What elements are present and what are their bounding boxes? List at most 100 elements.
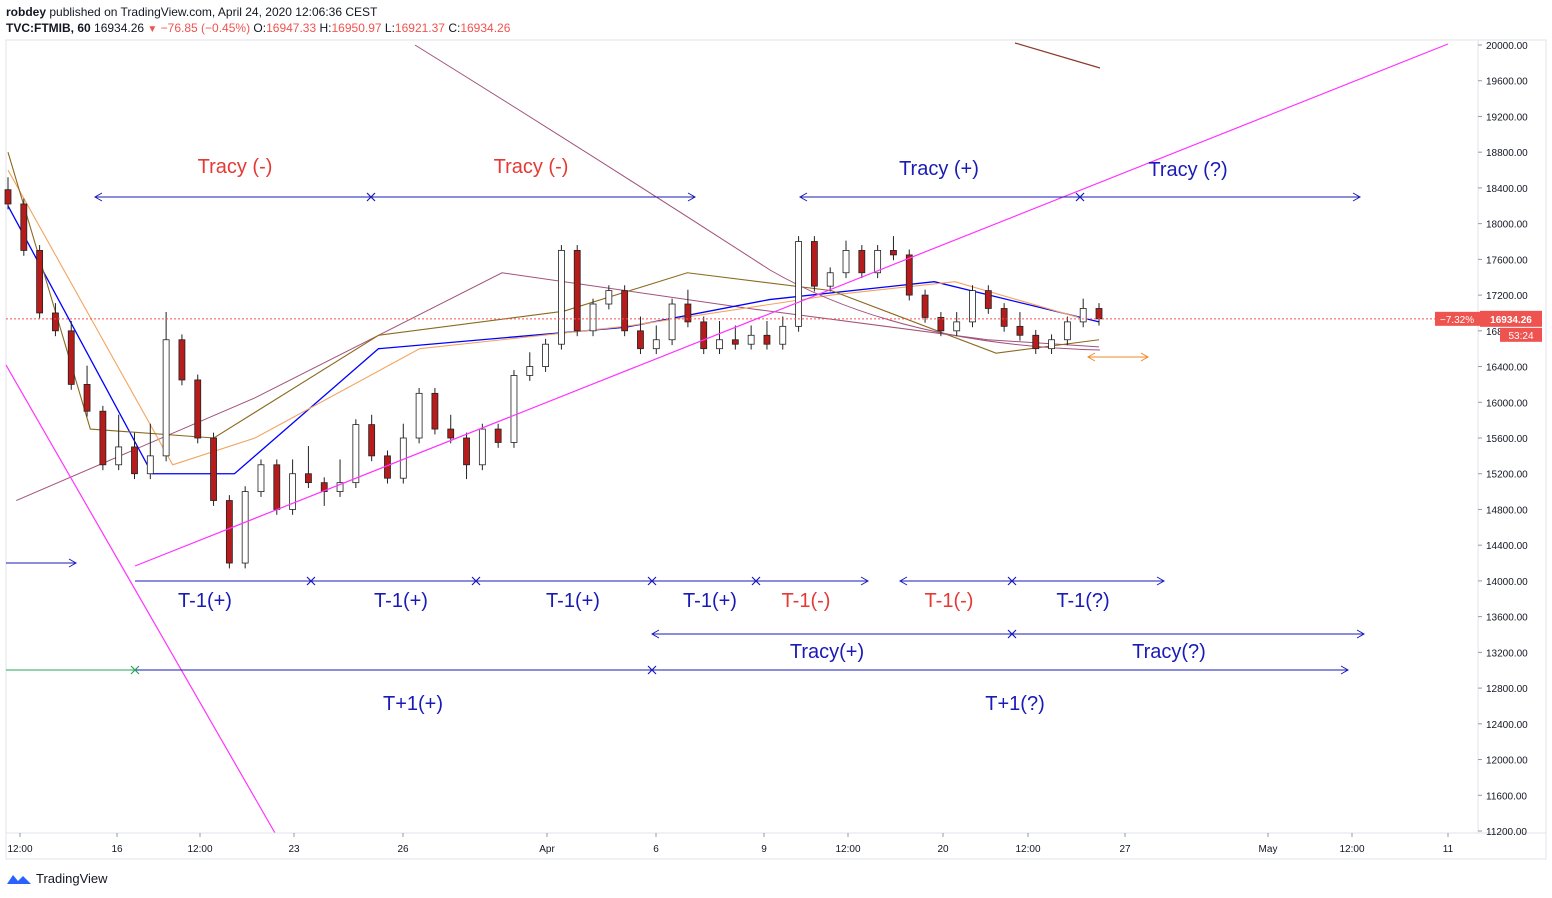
candle-body [494, 428, 502, 443]
countdown-badge-bg [1500, 327, 1542, 342]
y-tick-label: 20000.00 [1486, 41, 1528, 52]
y-tick-label: 13600.00 [1486, 613, 1528, 624]
candle-body [937, 317, 945, 332]
ma-dark-red-line [1014, 42, 1101, 69]
open-label: O: [253, 21, 267, 35]
candle-body [668, 303, 676, 341]
candle-body [637, 330, 644, 350]
candle-body [510, 375, 518, 443]
x-tick-label: Apr [539, 844, 555, 855]
y-tick-label: 12400.00 [1486, 720, 1528, 731]
down-arrow-icon: ▼ [147, 24, 158, 35]
ma-purple-line [16, 272, 1100, 501]
candle-body [890, 250, 897, 256]
y-tick-label: 19600.00 [1486, 77, 1528, 88]
y-tick-label: 12000.00 [1486, 756, 1528, 767]
y-tick-label: 19200.00 [1486, 112, 1528, 123]
candle-body [478, 428, 486, 466]
candle-body [415, 392, 423, 439]
candle-body [257, 464, 265, 492]
t-plus-1-arrow-head [1340, 665, 1350, 675]
candle-body [589, 303, 597, 332]
symbol-label[interactable]: TVC:FTMIB, 60 [6, 21, 91, 35]
candle-body [67, 330, 75, 385]
candle-body [273, 464, 281, 510]
time-scale [5, 832, 1547, 860]
price-badge-bg [1480, 310, 1542, 327]
candle-body [463, 437, 470, 466]
candle-body [1048, 339, 1055, 350]
tracy-top-left-arrow-tail [93, 192, 103, 202]
annotation-label: T-1(+) [374, 590, 428, 612]
candle-body [921, 294, 929, 318]
x-tick-label: 12:00 [187, 844, 212, 855]
candle-body [874, 250, 882, 274]
tracy-top-right-arrow-tail [798, 192, 808, 202]
close-value: 16934.26 [460, 21, 511, 35]
annotation-label: Tracy (+) [899, 158, 979, 180]
t-1-arrow-left-head [860, 576, 870, 586]
candle-body [1032, 334, 1040, 350]
tracy-top-right-arrow-head [1352, 192, 1362, 202]
candle-body [826, 272, 834, 287]
percent-badge-bg [1435, 311, 1480, 326]
y-tick-label: 16400.00 [1486, 363, 1528, 374]
candle-body [542, 343, 549, 367]
candle-body [842, 250, 850, 274]
annotation-label: T+1(?) [985, 693, 1044, 715]
candle-body [1000, 308, 1008, 327]
t-1-arrow-right-tail [898, 576, 908, 586]
annotation-label: Tracy(?) [1132, 641, 1206, 663]
orange-projection-arrow-head [1140, 352, 1150, 362]
cross-marker [647, 665, 657, 675]
annotation-label: T-1(?) [1056, 590, 1109, 612]
y-tick-label: 16000.00 [1486, 398, 1528, 409]
x-tick-label: 12:00 [1015, 844, 1040, 855]
countdown-badge: 53:24 [1508, 331, 1533, 342]
candle-body [905, 254, 913, 296]
moving-averages [7, 42, 1101, 501]
candle-body [573, 250, 581, 332]
x-tick-label: 26 [397, 844, 409, 855]
annotation-label: T-1(+) [546, 590, 600, 612]
ma-long-purple-line [414, 44, 1101, 351]
published-text: published on TradingView.com, April 24, … [49, 5, 378, 19]
candle-body [684, 303, 692, 323]
falling-trendline [5, 364, 276, 834]
percent-badge: −7.32% [1440, 315, 1474, 326]
x-tick-label: 12:00 [1339, 844, 1364, 855]
price-change: −76.85 (−0.45%) [160, 21, 251, 35]
low-label: L: [384, 21, 395, 35]
axes: 20000.00 19600.00 19200.00 18800.00 18400.00… [5, 39, 1547, 860]
x-tick-label: 9 [761, 844, 767, 855]
candle-body [289, 473, 297, 510]
x-tick-label: 16 [111, 844, 123, 855]
cross-marker [1075, 192, 1085, 202]
candle-body [763, 334, 771, 345]
high-value: 16950.97 [331, 21, 382, 35]
price-badge: 16934.26 [1490, 315, 1532, 326]
candle-body [969, 290, 976, 323]
candle-body [1095, 308, 1103, 320]
candle-body [700, 321, 708, 350]
x-tick-label: 6 [653, 844, 659, 855]
x-tick-label: 27 [1119, 844, 1131, 855]
candle-body [779, 325, 787, 345]
candle-body [320, 482, 328, 492]
cross-marker [1007, 629, 1017, 639]
annotation-label: T+1(+) [383, 693, 443, 715]
drawings: Tracy (-) Tracy (-) Tracy (+) Tracy (?) T-1(… [5, 43, 1478, 834]
candle-body [146, 455, 154, 475]
y-tick-label: 14400.00 [1486, 541, 1528, 552]
high-label: H: [319, 21, 332, 35]
y-tick-label: 17600.00 [1486, 255, 1528, 266]
rising-trendline [134, 43, 1449, 567]
t-1-arrow-right-head [1156, 576, 1166, 586]
cross-marker [130, 665, 140, 675]
candle-body [225, 500, 233, 564]
candle-body [1079, 308, 1087, 323]
publisher-name[interactable]: robdey [6, 5, 47, 19]
tradingview-logo[interactable]: TradingView [6, 871, 108, 886]
candle-body [558, 250, 565, 345]
